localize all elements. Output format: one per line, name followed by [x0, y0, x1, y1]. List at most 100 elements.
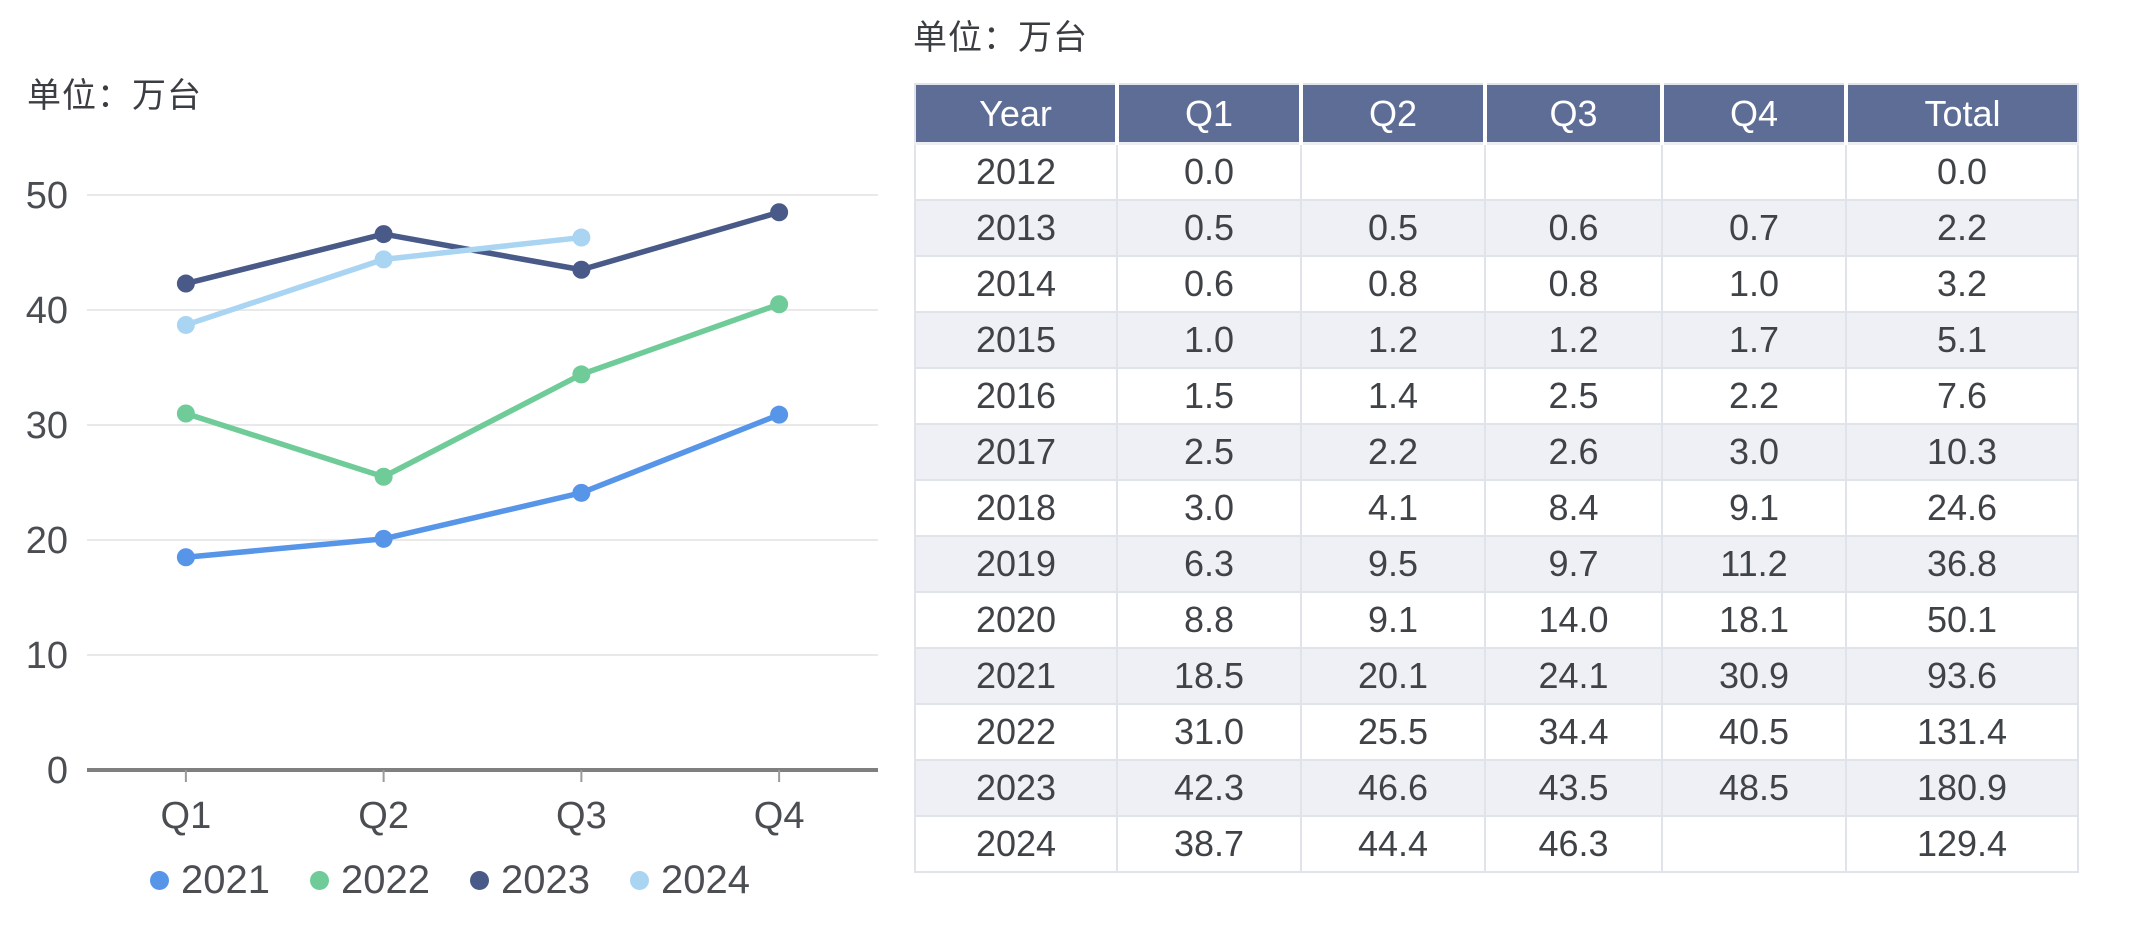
value-cell: 2.2: [1300, 423, 1486, 481]
legend-item-2023[interactable]: 2023: [469, 858, 590, 903]
data-point-2023: [770, 203, 789, 222]
legend-item-2021[interactable]: 2021: [150, 858, 270, 903]
value-cell: 34.4: [1484, 703, 1663, 761]
y-axis-label: 40: [26, 290, 68, 332]
data-point-2021: [176, 548, 195, 567]
header-cell-q3: Q3: [1485, 84, 1664, 145]
value-cell: 44.4: [1300, 815, 1486, 873]
value-cell: 36.8: [1845, 535, 2079, 593]
legend-label: 2021: [181, 858, 270, 902]
value-cell: 50.1: [1845, 591, 2079, 649]
header-cell-year: Year: [915, 84, 1119, 145]
value-cell: 43.5: [1484, 759, 1663, 817]
y-axis-label: 20: [26, 520, 68, 562]
value-cell: 2.6: [1484, 423, 1663, 481]
value-cell: 46.6: [1300, 759, 1486, 817]
quarterly-line-chart: 0 10 20 30 40 50 Q1 Q2 Q3 Q4: [26, 175, 878, 837]
value-cell: 3.0: [1661, 423, 1847, 481]
value-cell: 46.3: [1484, 815, 1663, 873]
value-cell: 0.8: [1300, 255, 1486, 313]
header-cell-q2: Q2: [1301, 84, 1487, 145]
legend-label: 2024: [660, 858, 750, 902]
value-cell: [1661, 142, 1847, 201]
data-point-2024: [572, 228, 591, 247]
value-cell: 0.5: [1116, 199, 1302, 257]
value-cell: 1.0: [1116, 311, 1302, 369]
x-axis-label: Q3: [556, 795, 607, 837]
value-cell: 93.6: [1845, 647, 2079, 705]
legend-dot-icon: [309, 871, 329, 890]
value-cell: 24.1: [1484, 647, 1663, 705]
header-cell-q4: Q4: [1662, 84, 1848, 145]
value-cell: 8.4: [1484, 479, 1663, 537]
value-cell: 1.7: [1661, 311, 1847, 369]
value-cell: 2.2: [1845, 199, 2079, 257]
value-cell: 18.5: [1116, 647, 1302, 705]
year-cell: 2017: [914, 423, 1118, 481]
y-axis-label: 0: [47, 750, 68, 792]
legend-dot-icon: [469, 871, 489, 890]
legend-item-2024[interactable]: 2024: [629, 858, 750, 903]
y-axis-label: 10: [26, 635, 68, 677]
chart-unit-label: 单位：万台: [27, 77, 202, 115]
value-cell: 180.9: [1845, 759, 2079, 817]
value-cell: 131.4: [1845, 703, 2079, 761]
value-cell: 0.5: [1300, 199, 1486, 257]
table-row-2015: 2015 1.0 1.2 1.2 1.7 5.1: [914, 311, 2079, 369]
value-cell: 129.4: [1845, 815, 2079, 873]
year-cell: 2013: [914, 199, 1118, 257]
value-cell: 31.0: [1116, 703, 1302, 761]
value-cell: 9.1: [1300, 591, 1486, 649]
y-axis-label: 30: [26, 405, 68, 447]
table-row-2021: 2021 18.5 20.1 24.1 30.9 93.6: [914, 647, 2079, 705]
header-cell-total: Total: [1846, 84, 2078, 145]
series-line-2021: [183, 411, 782, 560]
value-cell: 14.0: [1484, 591, 1663, 649]
table-unit-label: 单位：万台: [913, 19, 1088, 57]
year-cell: 2024: [914, 815, 1118, 873]
value-cell: 0.0: [1845, 142, 2079, 201]
table-panel: 单位：万台 Year Q1 Q2 Q3 Q4 Total 2012 0.0 0.0 2013 0.…: [913, 0, 2103, 952]
value-cell: 20.1: [1300, 647, 1486, 705]
x-axis-label: Q2: [358, 795, 409, 837]
value-cell: 3.0: [1116, 479, 1302, 537]
year-cell: 2016: [914, 367, 1118, 425]
value-cell: 25.5: [1300, 703, 1486, 761]
value-cell: 0.0: [1116, 142, 1302, 201]
value-cell: 11.2: [1661, 535, 1847, 593]
legend-dot-icon: [150, 871, 169, 890]
year-cell: 2014: [914, 255, 1118, 313]
value-cell: 1.2: [1300, 311, 1486, 369]
table-row-2017: 2017 2.5 2.2 2.6 3.0 10.3: [914, 423, 2079, 481]
series-line-2022: [183, 301, 782, 480]
table-row-2022: 2022 31.0 25.5 34.4 40.5 131.4: [914, 703, 2079, 761]
data-point-2022: [572, 365, 591, 384]
value-cell: 6.3: [1116, 535, 1302, 593]
value-cell: 9.5: [1300, 535, 1486, 593]
series-line-2023: [183, 209, 782, 287]
legend-label: 2022: [340, 858, 430, 902]
year-cell: 2020: [914, 591, 1118, 649]
value-cell: 18.1: [1661, 591, 1847, 649]
year-cell: 2021: [914, 647, 1118, 705]
value-cell: 9.1: [1661, 479, 1847, 537]
data-point-2022: [176, 404, 195, 423]
table-row-2013: 2013 0.5 0.5 0.6 0.7 2.2: [914, 199, 2079, 257]
value-cell: [1300, 142, 1486, 201]
year-cell: 2022: [914, 703, 1118, 761]
data-point-2023: [374, 225, 393, 244]
table-row-2014: 2014 0.6 0.8 0.8 1.0 3.2: [914, 255, 2079, 313]
data-point-2021: [770, 405, 789, 424]
legend-dot-icon: [629, 871, 649, 890]
table-row-2016: 2016 1.5 1.4 2.5 2.2 7.6: [914, 367, 2079, 425]
value-cell: 9.7: [1484, 535, 1663, 593]
legend-item-2022[interactable]: 2022: [309, 858, 430, 903]
data-point-2024: [176, 315, 195, 334]
table-row-2023: 2023 42.3 46.6 43.5 48.5 180.9: [914, 759, 2079, 817]
value-cell: 2.5: [1116, 423, 1302, 481]
table-row-2018: 2018 3.0 4.1 8.4 9.1 24.6: [914, 479, 2079, 537]
value-cell: 48.5: [1661, 759, 1847, 817]
value-cell: 4.1: [1300, 479, 1486, 537]
value-cell: 0.6: [1484, 199, 1663, 257]
